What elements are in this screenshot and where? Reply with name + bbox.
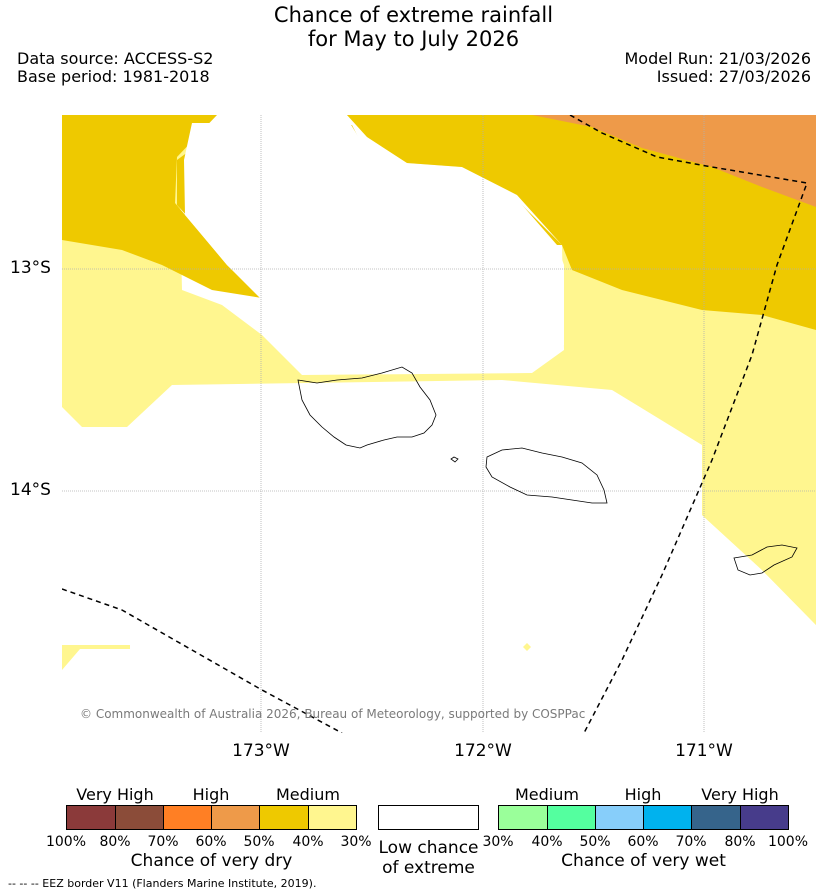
wet-swatch-40-50: [547, 805, 596, 830]
wet-tick-70: 70%: [675, 834, 707, 850]
wet-tick-40: 40%: [531, 834, 563, 850]
chart-title-line-1: Chance of extreme rainfall: [273, 3, 554, 27]
dry-swatch-40-30: [308, 805, 357, 830]
eez-border-west: [62, 588, 343, 733]
low-chance-title-line-2: of extreme: [382, 858, 475, 878]
medium-dry-30-40-patch-west: [62, 645, 130, 670]
wet-tick-50: 50%: [579, 834, 611, 850]
lat-label-13s: 13°S: [10, 258, 51, 278]
eez-border: [62, 115, 809, 733]
wet-swatch-60-70: [643, 805, 692, 830]
dry-category-very-high: Very High: [76, 785, 154, 804]
eez-note: -- -- -- EEZ border V11 (Flanders Marine…: [8, 877, 317, 890]
manono-island: [450, 456, 459, 463]
savaii-island: [297, 366, 437, 449]
dry-swatch-70-60: [163, 805, 212, 830]
wet-tick-80: 80%: [724, 834, 756, 850]
base-period: Base period: 1981-2018: [17, 67, 210, 86]
islands: [297, 366, 798, 576]
lat-label-14s: 14°S: [10, 480, 51, 500]
chart-title-line-2: for May to July 2026: [307, 27, 520, 51]
dry-category-medium: Medium: [276, 785, 340, 804]
wet-legend-title: Chance of very wet: [561, 851, 726, 871]
wet-swatch-50-60: [595, 805, 644, 830]
dry-category-high: High: [192, 785, 230, 804]
dry-swatch-80-70: [115, 805, 164, 830]
dry-tick-30: 30%: [340, 834, 372, 850]
issued-date: Issued: 27/03/2026: [656, 67, 811, 86]
low-chance-region: [184, 123, 564, 373]
eez-border-east: [569, 115, 809, 733]
dry-tick-40: 40%: [292, 834, 324, 850]
wet-swatch-70-80: [691, 805, 741, 830]
dry-swatch-100-80: [66, 805, 116, 830]
model-run: Model Run: 21/03/2026: [624, 49, 812, 68]
dry-legend-title: Chance of very dry: [130, 851, 293, 871]
data-source: Data source: ACCESS-S2: [17, 49, 214, 68]
low-chance-title-line-1: Low chance: [378, 838, 479, 858]
wet-category-medium: Medium: [515, 785, 579, 804]
medium-dry-30-40-dot: [523, 643, 531, 651]
dry-swatch-60-50: [211, 805, 260, 830]
wet-tick-100: 100%: [767, 834, 809, 850]
low-chance-swatch: [378, 805, 479, 830]
dry-tick-50: 50%: [243, 834, 275, 850]
copyright-text: © Commonwealth of Australia 2026, Bureau…: [80, 707, 585, 721]
dry-tick-80: 80%: [99, 834, 131, 850]
high-dry-50-60-region: [532, 115, 816, 207]
map-grid: [62, 115, 816, 733]
wet-category-very-high: Very High: [701, 785, 779, 804]
dry-tick-60: 60%: [195, 834, 227, 850]
wet-tick-30: 30%: [482, 834, 514, 850]
wet-tick-60: 60%: [627, 834, 659, 850]
wet-swatch-80-100: [740, 805, 789, 830]
dry-tick-70: 70%: [147, 834, 179, 850]
wet-swatch-30-40: [498, 805, 548, 830]
lon-label-172w: 172°W: [454, 741, 512, 761]
dry-swatch-50-40: [259, 805, 309, 830]
dry-tick-100: 100%: [45, 834, 87, 850]
lon-label-173w: 173°W: [232, 741, 290, 761]
upolu-island: [485, 447, 608, 504]
tutuila-island: [733, 544, 798, 576]
medium-dry-30-40-region-south: [702, 513, 816, 625]
lon-label-171w: 171°W: [675, 741, 733, 761]
rainfall-map: © Commonwealth of Australia 2026, Bureau…: [62, 115, 816, 733]
wet-category-high: High: [624, 785, 662, 804]
